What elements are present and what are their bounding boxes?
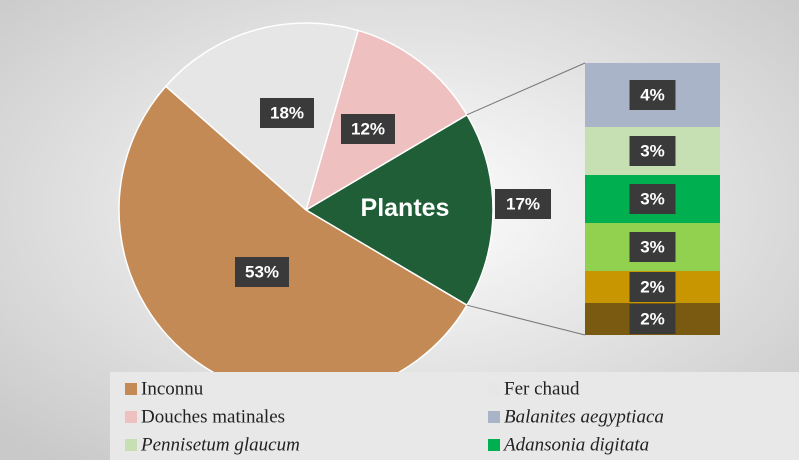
legend-label: Inconnu bbox=[141, 379, 204, 400]
data-label: 53% bbox=[245, 263, 279, 282]
data-label: 2% bbox=[640, 278, 665, 297]
data-label: 3% bbox=[640, 190, 665, 209]
data-label: 3% bbox=[640, 142, 665, 161]
legend-swatch bbox=[488, 439, 500, 451]
legend-label: Fer chaud bbox=[504, 379, 580, 400]
data-label-box bbox=[629, 136, 676, 166]
data-label: 3% bbox=[640, 238, 665, 257]
connector-line bbox=[466, 304, 586, 336]
data-label: 4% bbox=[640, 86, 665, 105]
data-label-box bbox=[495, 189, 551, 219]
legend-swatch bbox=[488, 411, 500, 423]
slice-name: Plantes bbox=[361, 194, 450, 222]
data-label-box bbox=[260, 98, 314, 128]
pie-slice bbox=[118, 85, 468, 398]
data-label-box bbox=[629, 80, 676, 110]
legend: Inconnu Fer chaud Douches matinales Balanit… bbox=[125, 379, 664, 456]
data-label-box bbox=[629, 304, 676, 334]
legend-label: Balanites aegyptiaca bbox=[504, 407, 664, 428]
data-label-box bbox=[341, 114, 395, 144]
pie-slice bbox=[304, 113, 494, 307]
legend-swatch bbox=[125, 383, 137, 395]
legend-label: Pennisetum glaucum bbox=[140, 435, 300, 456]
data-label-box bbox=[629, 184, 676, 214]
data-label: 12% bbox=[351, 120, 385, 139]
legend-swatch bbox=[488, 383, 500, 395]
plot: 4% 3% 3% 3% 2% 2% Plantes 17% 12% 18% 53% bbox=[118, 22, 720, 398]
data-label: 18% bbox=[270, 104, 304, 123]
data-label-box bbox=[629, 272, 676, 302]
legend-swatch bbox=[125, 411, 137, 423]
data-label-box bbox=[235, 257, 289, 287]
data-label-box bbox=[629, 232, 676, 262]
data-label: 17% bbox=[506, 195, 540, 214]
legend-label: Adansonia digitata bbox=[502, 435, 649, 456]
legend-label: Douches matinales bbox=[141, 407, 285, 428]
connector-line bbox=[466, 62, 586, 116]
legend-box bbox=[110, 372, 799, 460]
legend-swatch bbox=[125, 439, 137, 451]
data-label: 2% bbox=[640, 310, 665, 329]
